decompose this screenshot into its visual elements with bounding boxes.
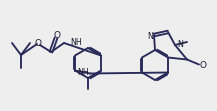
- Text: O: O: [199, 61, 207, 70]
- Text: NH: NH: [78, 67, 89, 76]
- Text: O: O: [35, 39, 41, 48]
- Text: N: N: [177, 40, 183, 49]
- Text: NH: NH: [70, 38, 82, 47]
- Text: O: O: [54, 31, 61, 40]
- Text: N: N: [147, 32, 153, 41]
